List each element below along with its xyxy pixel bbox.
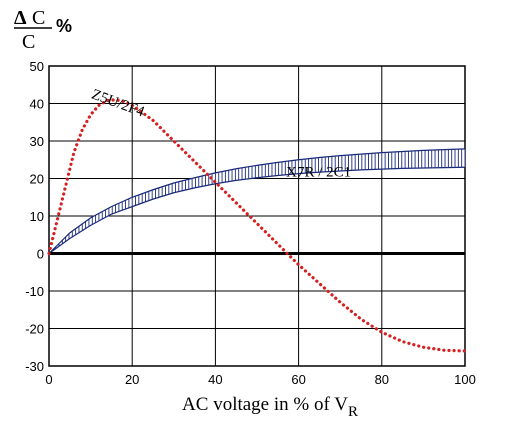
y-tick-label: 40 [30, 97, 44, 112]
y-title-delta: Δ [14, 7, 27, 29]
y-tick-labels: 50 40 30 20 10 0 -10 -20 -30 [25, 59, 44, 374]
y-tick-label: 0 [37, 247, 44, 262]
x-tick-label: 100 [454, 372, 476, 387]
x-tick-label: 20 [125, 372, 139, 387]
series-x7r-band [48, 148, 466, 254]
band-fill [49, 148, 465, 254]
plot-border [48, 65, 466, 367]
series-label-z5u: Z5U/2F4 [89, 87, 147, 121]
grid [48, 65, 466, 367]
y-title-denominator: C [22, 31, 35, 53]
y-tick-label: 10 [30, 209, 44, 224]
band-lower-edge [48, 166, 466, 254]
y-title-unit: % [56, 16, 72, 36]
y-tick-label: 30 [30, 134, 44, 149]
y-tick-label: -20 [25, 322, 44, 337]
y-axis-title: Δ C C % [14, 7, 72, 53]
x-axis-label-text: AC voltage in % of V [182, 394, 348, 415]
x-tick-labels: 0 20 40 60 80 100 [45, 372, 475, 387]
x-axis-label: AC voltage in % of VR [182, 394, 358, 420]
x-tick-label: 60 [291, 372, 305, 387]
x-tick-label: 0 [45, 372, 52, 387]
y-tick-label: -30 [25, 359, 44, 374]
x-axis-label-subscript: R [348, 404, 358, 420]
y-tick-label: 20 [30, 172, 44, 187]
z5u-dotted-line [47, 98, 467, 353]
series-z5u-curve [47, 98, 467, 353]
series-label-x7r: X7R / 2C1 [286, 165, 351, 181]
band-upper-edge [48, 148, 466, 254]
y-tick-label: -10 [25, 284, 44, 299]
y-title-numerator-c: C [32, 7, 45, 29]
y-tick-label: 50 [30, 59, 44, 74]
x-tick-label: 80 [375, 372, 389, 387]
x-tick-label: 40 [208, 372, 222, 387]
